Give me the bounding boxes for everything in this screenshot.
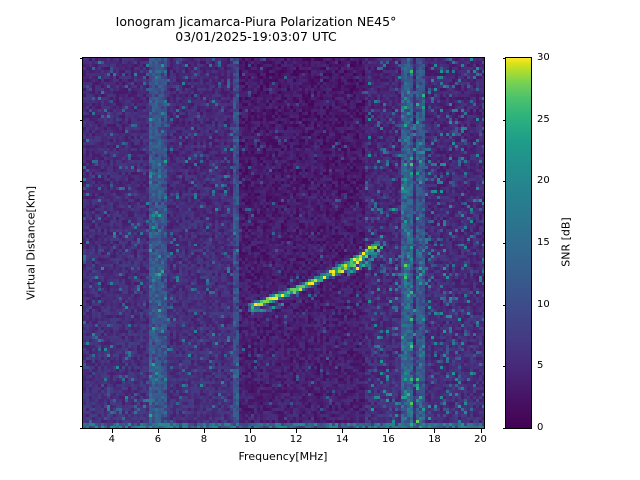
x-tick-mark xyxy=(480,429,482,433)
ionogram-heatmap-canvas xyxy=(83,58,484,428)
y-tick-mark xyxy=(79,304,83,306)
x-tick-label: 18 xyxy=(428,434,441,445)
colorbar-tick-mark xyxy=(502,243,506,244)
y-tick-mark xyxy=(79,428,83,429)
x-tick-mark xyxy=(250,429,252,433)
colorbar-tick-mark xyxy=(502,428,506,429)
y-tick-mark xyxy=(79,181,83,183)
x-tick-label: 10 xyxy=(243,434,257,445)
x-axis-label: Frequency[MHz] xyxy=(238,450,328,463)
colorbar-tick-label: 30 xyxy=(537,52,550,63)
snr-colorbar: 0 5 10 15 20 25 30 xyxy=(502,53,550,433)
colorbar-tick-label: 20 xyxy=(537,175,550,187)
y-axis-label: Virtual Distance[Km] xyxy=(24,185,38,301)
x-tick-mark xyxy=(296,429,298,433)
y-tick-mark xyxy=(79,243,83,244)
y-tick-mark xyxy=(79,119,83,121)
x-tick-mark xyxy=(203,429,205,433)
x-tick-label: 6 xyxy=(154,434,162,445)
x-tick-label: 8 xyxy=(200,434,208,445)
x-tick-label: 14 xyxy=(335,434,349,445)
colorbar-tick-label: 5 xyxy=(537,360,544,372)
colorbar-tick-mark xyxy=(502,366,506,368)
x-tick-label: 20 xyxy=(474,434,487,445)
colorbar-tick-label: 0 xyxy=(537,422,544,433)
colorbar-tick-label: 25 xyxy=(537,113,550,125)
x-tick-mark xyxy=(111,429,113,433)
x-tick-mark xyxy=(342,429,344,433)
ionogram-plot-area: 050010001500200025003000 468101214161820… xyxy=(25,57,487,463)
y-tick-mark xyxy=(79,366,83,368)
colorbar-tick-mark xyxy=(502,304,506,306)
colorbar-tick-label: 15 xyxy=(537,237,550,248)
x-tick-label: 4 xyxy=(108,434,115,445)
colorbar-tick-mark xyxy=(502,119,506,121)
figure-title: Ionogram Jicamarca-Piura Polarization NE… xyxy=(115,14,397,44)
x-tick-mark xyxy=(434,429,436,433)
colorbar-tick-mark xyxy=(502,58,506,59)
x-tick-mark xyxy=(157,429,159,433)
x-tick-mark xyxy=(388,429,390,433)
y-tick-mark xyxy=(79,58,83,59)
colorbar-label: SNR [dB] xyxy=(559,217,573,267)
colorbar-tick-mark xyxy=(502,181,506,183)
x-tick-label: 12 xyxy=(289,434,303,445)
colorbar-tick-label: 10 xyxy=(537,298,550,310)
x-tick-label: 16 xyxy=(381,434,395,445)
